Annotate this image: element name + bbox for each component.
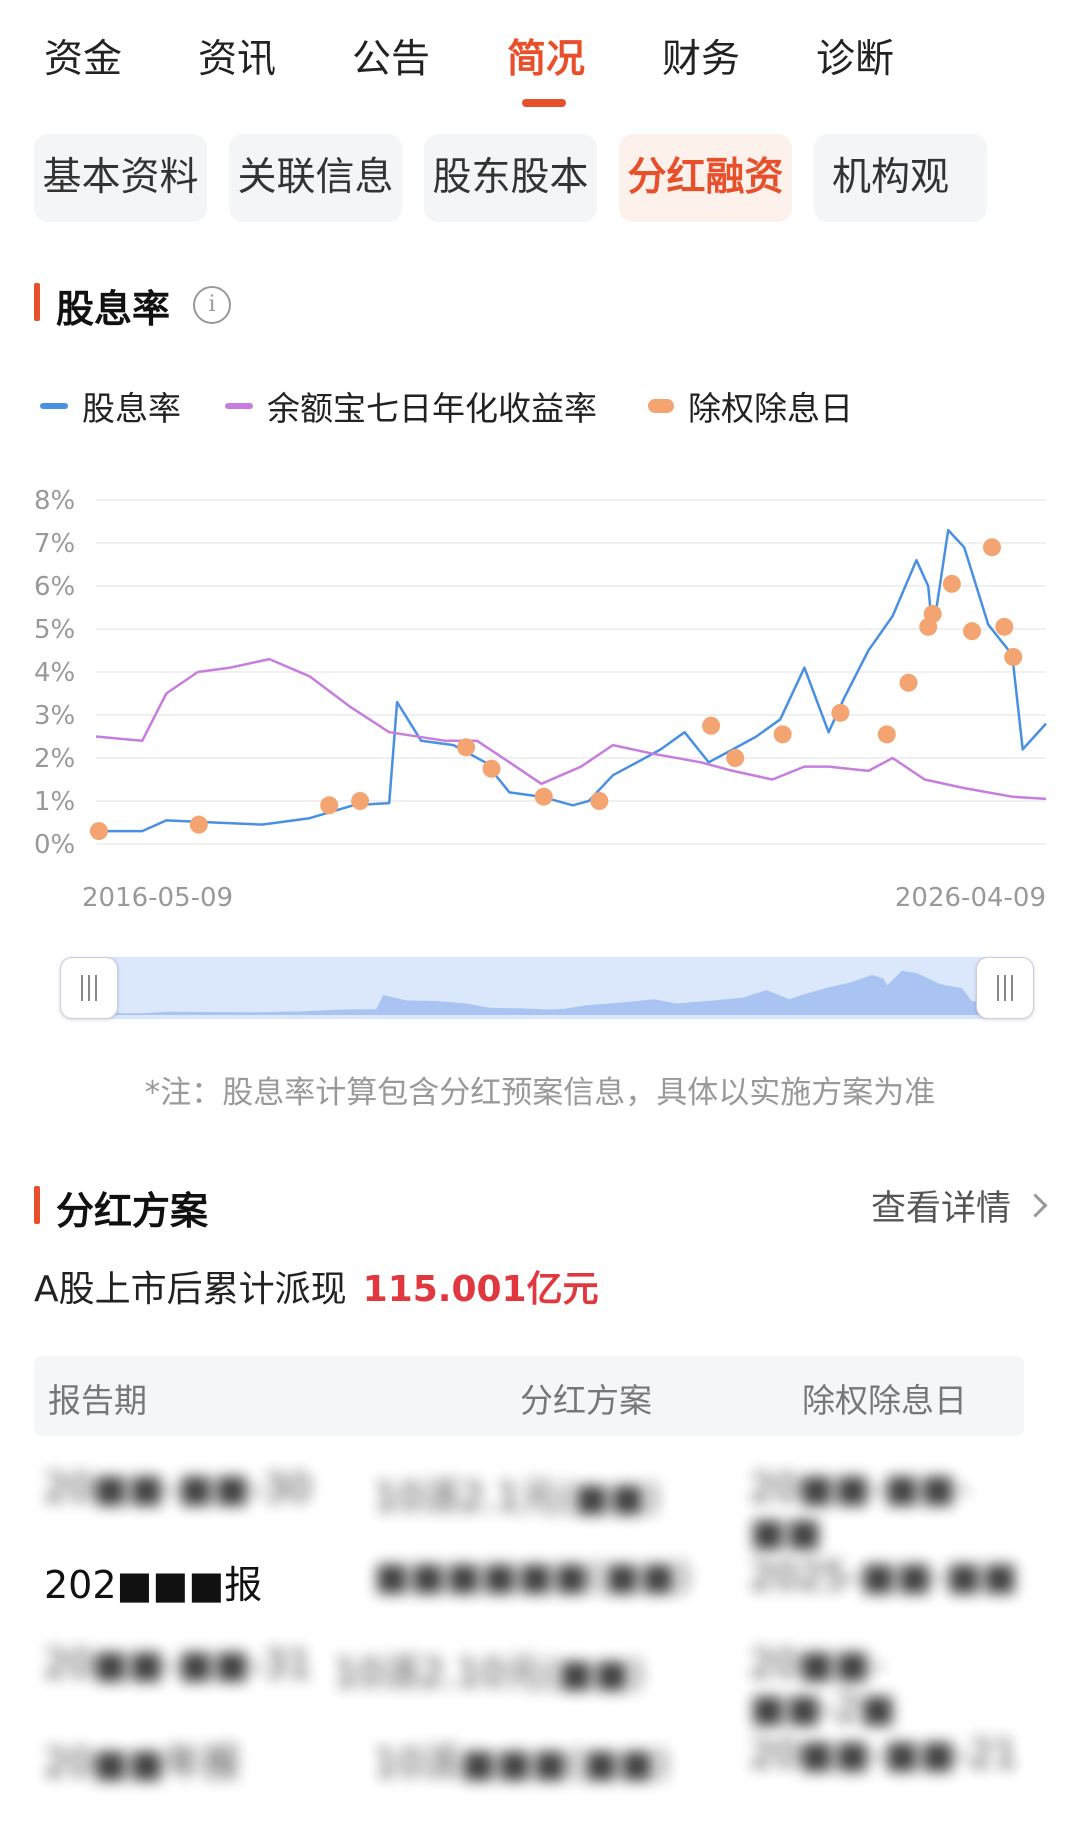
cell-ex-date: 20■■-■■-2■ bbox=[750, 1642, 896, 1730]
legend-label: 除权除息日 bbox=[688, 389, 853, 428]
cell-ex-date: 2025-■■-■■ bbox=[750, 1554, 1018, 1598]
legend-ex-dividend-date[interactable]: 除权除息日 bbox=[648, 382, 853, 430]
tab-announcements[interactable]: 公告 bbox=[352, 37, 431, 82]
table-row[interactable]: 20■■-■■-30 10派2.1元(■■) 20■■-■■-■■ bbox=[34, 1444, 1024, 1554]
cell-ex-date: 20■■-■■-21 bbox=[750, 1732, 1018, 1776]
tab-funds[interactable]: 资金 bbox=[44, 37, 123, 82]
ex-dividend-point bbox=[590, 792, 609, 810]
ex-dividend-point bbox=[351, 792, 370, 810]
ex-dividend-point bbox=[189, 815, 208, 834]
cell-dividend-plan: ■■■■■■(■■) bbox=[374, 1554, 691, 1598]
legend-line-swatch bbox=[40, 403, 68, 409]
subtab-institutions[interactable]: 机构观 bbox=[814, 134, 987, 222]
legend-dividend-yield[interactable]: 股息率 bbox=[40, 382, 181, 430]
dividend-plan-title: 分红方案 bbox=[56, 1189, 209, 1233]
sub-tab-bar: 基本资料 关联信息 股东股本 分红融资 机构观 bbox=[0, 134, 1080, 224]
table-header: 报告期 分红方案 除权除息日 bbox=[34, 1356, 1024, 1436]
navigator-right-handle[interactable] bbox=[976, 957, 1034, 1019]
subtab-dividend-financing[interactable]: 分红融资 bbox=[619, 134, 792, 222]
ex-dividend-point bbox=[534, 787, 553, 806]
ex-dividend-point bbox=[482, 759, 501, 778]
cell-dividend-plan: 10派■■■(■■) bbox=[374, 1741, 670, 1785]
y-tick-label: 1% bbox=[34, 787, 75, 817]
cell-ex-date: 20■■-■■-■■ bbox=[750, 1466, 970, 1554]
ex-dividend-point bbox=[923, 604, 942, 623]
navigator-area bbox=[60, 957, 1034, 1019]
y-tick-label: 6% bbox=[34, 572, 75, 602]
cell-report-period: 202■■■报 bbox=[44, 1563, 263, 1607]
cumulative-value: 115.001亿元 bbox=[362, 1269, 599, 1310]
ex-dividend-point bbox=[899, 673, 918, 692]
x-tick-label: 2016-05-09 bbox=[82, 883, 233, 913]
ex-dividend-point bbox=[995, 617, 1014, 636]
ex-dividend-point bbox=[963, 622, 982, 641]
dividend-yield-chart[interactable]: 0% 1% 2% 3% 4% 5% 6% 7% 8% 2016-05-09 2026-04-09 bbox=[0, 470, 1080, 930]
y-tick-label: 8% bbox=[34, 486, 75, 516]
section-accent-bar bbox=[34, 1186, 40, 1224]
ex-dividend-point bbox=[89, 822, 108, 841]
subtab-shareholders[interactable]: 股东股本 bbox=[424, 134, 597, 222]
y-tick-label: 3% bbox=[34, 701, 75, 731]
table-row[interactable]: 20■■年报 10派■■■(■■) 20■■-■■-21 bbox=[34, 1710, 1024, 1800]
y-tick-label: 0% bbox=[34, 830, 75, 860]
legend-label: 股息率 bbox=[82, 389, 181, 428]
legend-yuebao-yield[interactable]: 余额宝七日年化收益率 bbox=[225, 382, 597, 430]
table-row[interactable]: 202■■■报 ■■■■■■(■■) 2025-■■-■■ bbox=[34, 1532, 1024, 1622]
ex-dividend-point bbox=[942, 574, 961, 593]
chevron-right-icon bbox=[1023, 1193, 1048, 1218]
ex-dividend-point bbox=[982, 538, 1001, 557]
cell-report-period: 20■■年报 bbox=[44, 1741, 241, 1785]
legend-dot-swatch bbox=[648, 399, 674, 413]
subtab-related-info[interactable]: 关联信息 bbox=[229, 134, 402, 222]
ex-dividend-point bbox=[726, 749, 745, 767]
ex-dividend-point bbox=[877, 725, 896, 744]
cumulative-label: A股上市后累计派现 bbox=[34, 1269, 347, 1310]
dividend-yield-title: 股息率 bbox=[56, 287, 171, 331]
tab-news[interactable]: 资讯 bbox=[198, 37, 277, 82]
tab-financials[interactable]: 财务 bbox=[662, 37, 741, 82]
y-tick-label: 4% bbox=[34, 658, 75, 688]
view-details-label: 查看详情 bbox=[870, 1189, 1011, 1229]
ex-dividend-point bbox=[1004, 647, 1023, 666]
section-accent-bar bbox=[34, 283, 40, 321]
y-tick-label: 7% bbox=[34, 529, 75, 559]
x-tick-label: 2026-04-09 bbox=[895, 883, 1046, 913]
ex-dividend-point bbox=[831, 703, 850, 722]
chart-footnote: *注：股息率计算包含分红预案信息，具体以实施方案为准 bbox=[144, 1075, 936, 1111]
ex-dividend-point bbox=[773, 725, 792, 744]
header-report-period: 报告期 bbox=[48, 1381, 147, 1420]
table-row[interactable]: 20■■-■■-31 10派2.10元(■■) 20■■-■■-2■ bbox=[34, 1620, 1024, 1730]
yuebao-yield-line bbox=[95, 657, 1047, 801]
ex-dividend-point bbox=[702, 716, 721, 735]
cell-report-period: 20■■-■■-30 bbox=[44, 1466, 312, 1510]
ex-dividend-point bbox=[320, 796, 339, 815]
navigator-left-handle[interactable] bbox=[60, 957, 118, 1019]
cell-dividend-plan: 10派2.1元(■■) bbox=[374, 1475, 661, 1519]
cell-report-period: 20■■-■■-31 bbox=[44, 1642, 312, 1686]
cumulative-payout: A股上市后累计派现 115.001亿元 bbox=[34, 1260, 599, 1312]
y-tick-label: 2% bbox=[34, 744, 75, 774]
subtab-basic-info[interactable]: 基本资料 bbox=[34, 134, 207, 222]
y-tick-label: 5% bbox=[34, 615, 75, 645]
tab-diagnosis[interactable]: 诊断 bbox=[816, 37, 895, 82]
legend-line-swatch bbox=[225, 403, 253, 409]
tab-overview[interactable]: 简况 bbox=[507, 37, 586, 82]
view-details-link[interactable]: 查看详情 bbox=[870, 1180, 1048, 1231]
legend-label: 余额宝七日年化收益率 bbox=[267, 389, 597, 428]
top-tab-bar: 资金 资讯 公告 简况 财务 诊断 bbox=[0, 0, 1080, 120]
active-tab-indicator bbox=[522, 99, 566, 107]
cell-dividend-plan: 10派2.10元(■■) bbox=[334, 1651, 645, 1695]
header-ex-date: 除权除息日 bbox=[802, 1381, 967, 1420]
ex-dividend-point bbox=[457, 738, 476, 757]
header-dividend-plan: 分红方案 bbox=[520, 1381, 652, 1420]
range-navigator[interactable] bbox=[60, 957, 1034, 1019]
navigator-area-fill bbox=[100, 970, 994, 1015]
info-icon[interactable]: i bbox=[193, 286, 231, 324]
